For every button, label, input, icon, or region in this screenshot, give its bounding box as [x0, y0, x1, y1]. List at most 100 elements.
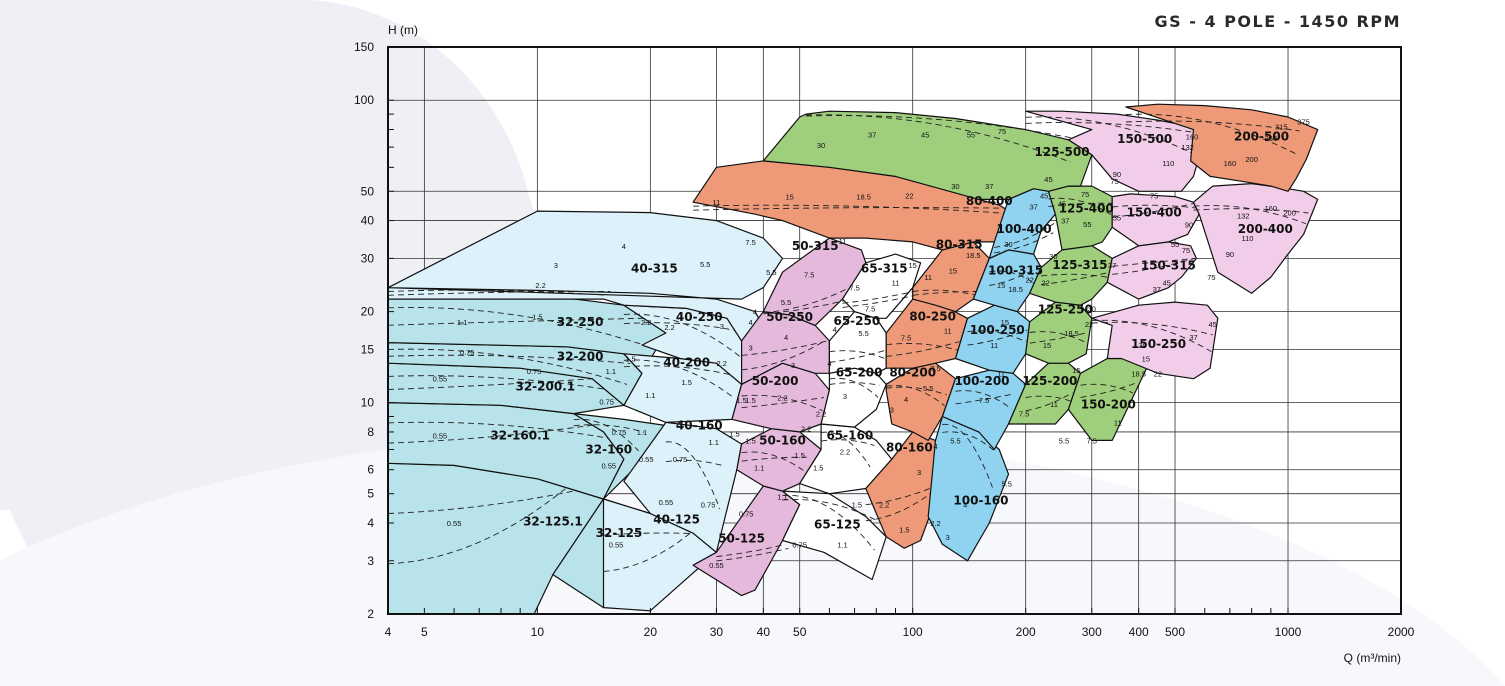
motor-kw-label: 0.55	[433, 375, 448, 384]
y-tick-label: 30	[361, 251, 375, 265]
trim-curve	[989, 269, 1034, 286]
motor-kw-label: 1.1	[754, 464, 764, 473]
motor-kw-label: 90	[1113, 170, 1121, 179]
motor-kw-label: 37	[868, 131, 876, 140]
pump-label-200-400: 200-400	[1238, 222, 1293, 236]
motor-kw-label: 5.5	[1001, 480, 1011, 489]
motor-kw-label: 160	[1224, 159, 1237, 168]
motor-kw-label: 3	[946, 533, 950, 542]
motor-kw-label: 37	[1061, 217, 1069, 226]
pump-labels: 32-125.10.5532-1250.5532-160.10.5532-160…	[433, 118, 1310, 571]
trim-curve	[942, 423, 993, 488]
x-tick-label: 2000	[1388, 625, 1415, 639]
trim-curve	[387, 354, 630, 364]
trim-curve	[387, 474, 582, 565]
pump-region-32-160	[573, 413, 667, 500]
pump-label-65-160: 65-160	[826, 428, 873, 442]
pump-label-125-250: 125-250	[1038, 303, 1093, 317]
motor-kw-label: 15	[949, 267, 957, 276]
motor-kw-label: 4	[933, 442, 937, 451]
motor-kw-label: 15	[1001, 318, 1009, 327]
pump-label-125-315: 125-315	[1052, 258, 1107, 272]
trim-curve	[829, 377, 879, 398]
x-tick-label: 400	[1129, 625, 1149, 639]
trim-curve	[886, 343, 958, 351]
pump-label-50-200: 50-200	[752, 374, 799, 388]
trim-curve	[967, 330, 1027, 343]
trim-curve	[1112, 204, 1199, 209]
motor-kw-label: 2.2	[840, 447, 850, 456]
x-tick-label: 20	[644, 625, 658, 639]
motor-kw-label: 1.5	[745, 436, 755, 445]
motor-kw-label: 75	[1110, 177, 1118, 186]
motor-kw-label: 1.1	[708, 438, 718, 447]
motor-kw-label: 2.2	[816, 410, 826, 419]
motor-kw-label: 4	[827, 359, 831, 368]
motor-kw-label: 45	[921, 131, 929, 140]
motor-kw-label: 3	[720, 322, 724, 331]
motor-kw-label: 2.2	[664, 323, 674, 332]
motor-kw-label: 1.5	[794, 451, 804, 460]
trim-curve	[387, 375, 619, 392]
trim-curve	[989, 270, 1032, 282]
trim-curve	[716, 543, 786, 558]
trim-curve	[387, 421, 618, 444]
trim-curve	[955, 390, 1012, 410]
trim-curve	[829, 382, 880, 386]
motor-kw-label: 30	[1139, 341, 1147, 350]
motor-kw-label: 4	[833, 325, 837, 334]
trim-curve	[1112, 257, 1195, 275]
motor-kw-label: 1.1	[777, 492, 787, 501]
pump-label-80-200: 80-200	[889, 365, 936, 379]
trim-curve	[821, 439, 875, 446]
y-tick-label: 40	[361, 214, 375, 228]
motor-kw-label: 2.2	[777, 393, 787, 402]
motor-kw-label: 1.5	[532, 312, 542, 321]
trim-curve	[1029, 332, 1089, 344]
motor-kw-label: 1.1	[837, 540, 847, 549]
motor-kw-label: 11	[924, 273, 932, 282]
trim-curve	[1025, 122, 1198, 134]
trim-curve	[1091, 321, 1213, 336]
motor-kw-label: 15	[785, 193, 793, 202]
motor-kw-label: 3	[890, 405, 894, 414]
motor-kw-label: 7.5	[745, 238, 755, 247]
trim-curve	[912, 289, 977, 296]
pump-region-100-250	[954, 304, 1031, 374]
motor-kw-label: 11	[713, 198, 721, 207]
motor-kw-label: 2.2	[641, 318, 651, 327]
motor-kw-label: 7.5	[1019, 410, 1029, 419]
trim-curve	[1025, 116, 1196, 156]
trim-curve	[829, 349, 887, 363]
trim-curve	[886, 386, 947, 396]
motor-kw-label: 30	[1004, 240, 1012, 249]
motor-kw-label: 5.5	[1059, 436, 1069, 445]
y-tick-label: 3	[367, 554, 374, 568]
trim-curve	[821, 431, 871, 468]
trim-curve	[806, 114, 1071, 163]
y-tick-label: 6	[367, 463, 374, 477]
trim-curve	[623, 365, 736, 377]
trim-curve	[387, 289, 607, 296]
y-tick-label: 4	[367, 516, 374, 530]
motor-kw-label: 5.5	[858, 329, 868, 338]
pump-label-80-250: 80-250	[909, 309, 956, 323]
motor-kw-label: 75	[1207, 273, 1215, 282]
trim-curve	[623, 313, 742, 359]
pump-label-50-160: 50-160	[759, 433, 806, 447]
motor-kw-label: 18.5	[1131, 369, 1146, 378]
trim-curve	[573, 424, 645, 433]
motor-kw-label: 55	[1171, 240, 1179, 249]
motor-kw-label: 37	[985, 182, 993, 191]
motor-kw-label: 1.1	[645, 391, 655, 400]
motor-kw-label: 0.55	[447, 519, 462, 528]
trim-curve	[955, 393, 1015, 405]
motor-kw-label: 250	[1265, 134, 1278, 143]
motor-kw-label: 11	[892, 278, 900, 287]
motor-kw-label: 0.55	[433, 431, 448, 440]
pump-label-80-160: 80-160	[886, 441, 933, 455]
trim-curve	[994, 223, 1055, 248]
motor-kw-label: 200	[1283, 209, 1296, 218]
trim-curve	[1041, 273, 1109, 278]
